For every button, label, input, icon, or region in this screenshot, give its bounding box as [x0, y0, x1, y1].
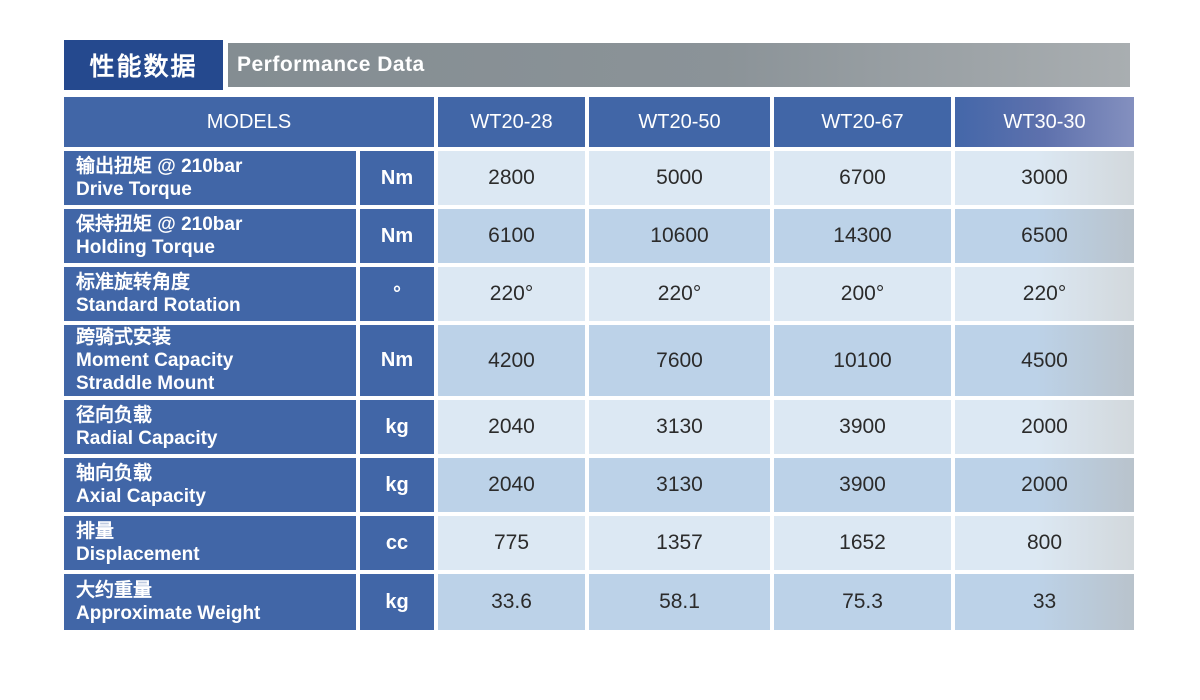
row-label-zh: 排量 [76, 520, 115, 542]
performance-table: MODELS WT20-28 WT20-50 WT20-67 WT30-30 输… [64, 97, 1134, 630]
row-label-en: Displacement [76, 544, 200, 565]
value-cell: 5000 [589, 151, 770, 205]
row-label-en: Drive Torque [76, 179, 192, 200]
unit-cell: cc [360, 516, 434, 570]
row-label-zh: 输出扭矩 @ 210bar [76, 155, 243, 177]
models-header-cell: MODELS [64, 97, 434, 147]
value-cell: 75.3 [774, 574, 951, 630]
value-cell: 33 [955, 574, 1134, 630]
row-label-radial-capacity: 径向负载 Radial Capacity [64, 400, 356, 454]
row-label-zh: 轴向负载 [76, 462, 153, 484]
value-cell: 200° [774, 267, 951, 321]
value-cell: 7600 [589, 325, 770, 396]
row-label-en: Standard Rotation [76, 295, 241, 316]
value-cell: 6700 [774, 151, 951, 205]
row-label-en: Holding Torque [76, 237, 215, 258]
value-cell: 3130 [589, 400, 770, 454]
model-column-header-wt30-30: WT30-30 [955, 97, 1134, 147]
value-cell: 2040 [438, 400, 585, 454]
value-cell: 220° [955, 267, 1134, 321]
model-column-header-wt20-28: WT20-28 [438, 97, 585, 147]
value-cell: 775 [438, 516, 585, 570]
unit-cell: Nm [360, 325, 434, 396]
value-cell: 2000 [955, 400, 1134, 454]
value-cell: 2000 [955, 458, 1134, 512]
value-cell: 14300 [774, 209, 951, 263]
row-label-axial-capacity: 轴向负载 Axial Capacity [64, 458, 356, 512]
unit-cell: kg [360, 574, 434, 630]
row-label-zh: 跨骑式安装 [76, 326, 172, 348]
row-label-en: Radial Capacity [76, 428, 218, 449]
value-cell: 1652 [774, 516, 951, 570]
value-cell: 58.1 [589, 574, 770, 630]
value-cell: 4200 [438, 325, 585, 396]
row-label-moment-capacity: 跨骑式安装 Moment Capacity Straddle Mount [64, 325, 356, 396]
row-label-zh: 径向负载 [76, 404, 153, 426]
value-cell: 10600 [589, 209, 770, 263]
model-column-header-wt20-67: WT20-67 [774, 97, 951, 147]
section-title-en: Performance Data [228, 43, 1130, 87]
unit-cell: ° [360, 267, 434, 321]
row-label-drive-torque: 输出扭矩 @ 210bar Drive Torque [64, 151, 356, 205]
row-label-en2: Straddle Mount [76, 373, 215, 395]
row-label-standard-rotation: 标准旋转角度 Standard Rotation [64, 267, 356, 321]
row-label-displacement: 排量 Displacement [64, 516, 356, 570]
value-cell: 6100 [438, 209, 585, 263]
value-cell: 3900 [774, 400, 951, 454]
value-cell: 10100 [774, 325, 951, 396]
value-cell: 1357 [589, 516, 770, 570]
row-label-zh: 大约重量 [76, 579, 153, 601]
row-label-en: Approximate Weight [76, 603, 261, 624]
row-label-zh: 标准旋转角度 [76, 271, 191, 293]
row-label-en: Axial Capacity [76, 486, 206, 507]
unit-cell: kg [360, 400, 434, 454]
value-cell: 220° [438, 267, 585, 321]
unit-cell: kg [360, 458, 434, 512]
row-label-holding-torque: 保持扭矩 @ 210bar Holding Torque [64, 209, 356, 263]
model-column-header-wt20-50: WT20-50 [589, 97, 770, 147]
value-cell: 3000 [955, 151, 1134, 205]
value-cell: 33.6 [438, 574, 585, 630]
value-cell: 3900 [774, 458, 951, 512]
row-label-en: Moment Capacity [76, 349, 234, 371]
unit-cell: Nm [360, 209, 434, 263]
value-cell: 6500 [955, 209, 1134, 263]
value-cell: 220° [589, 267, 770, 321]
value-cell: 2040 [438, 458, 585, 512]
row-label-zh: 保持扭矩 @ 210bar [76, 213, 243, 235]
value-cell: 800 [955, 516, 1134, 570]
value-cell: 2800 [438, 151, 585, 205]
unit-cell: Nm [360, 151, 434, 205]
section-title-zh: 性能数据 [64, 40, 223, 90]
row-label-approximate-weight: 大约重量 Approximate Weight [64, 574, 356, 630]
value-cell: 3130 [589, 458, 770, 512]
value-cell: 4500 [955, 325, 1134, 396]
